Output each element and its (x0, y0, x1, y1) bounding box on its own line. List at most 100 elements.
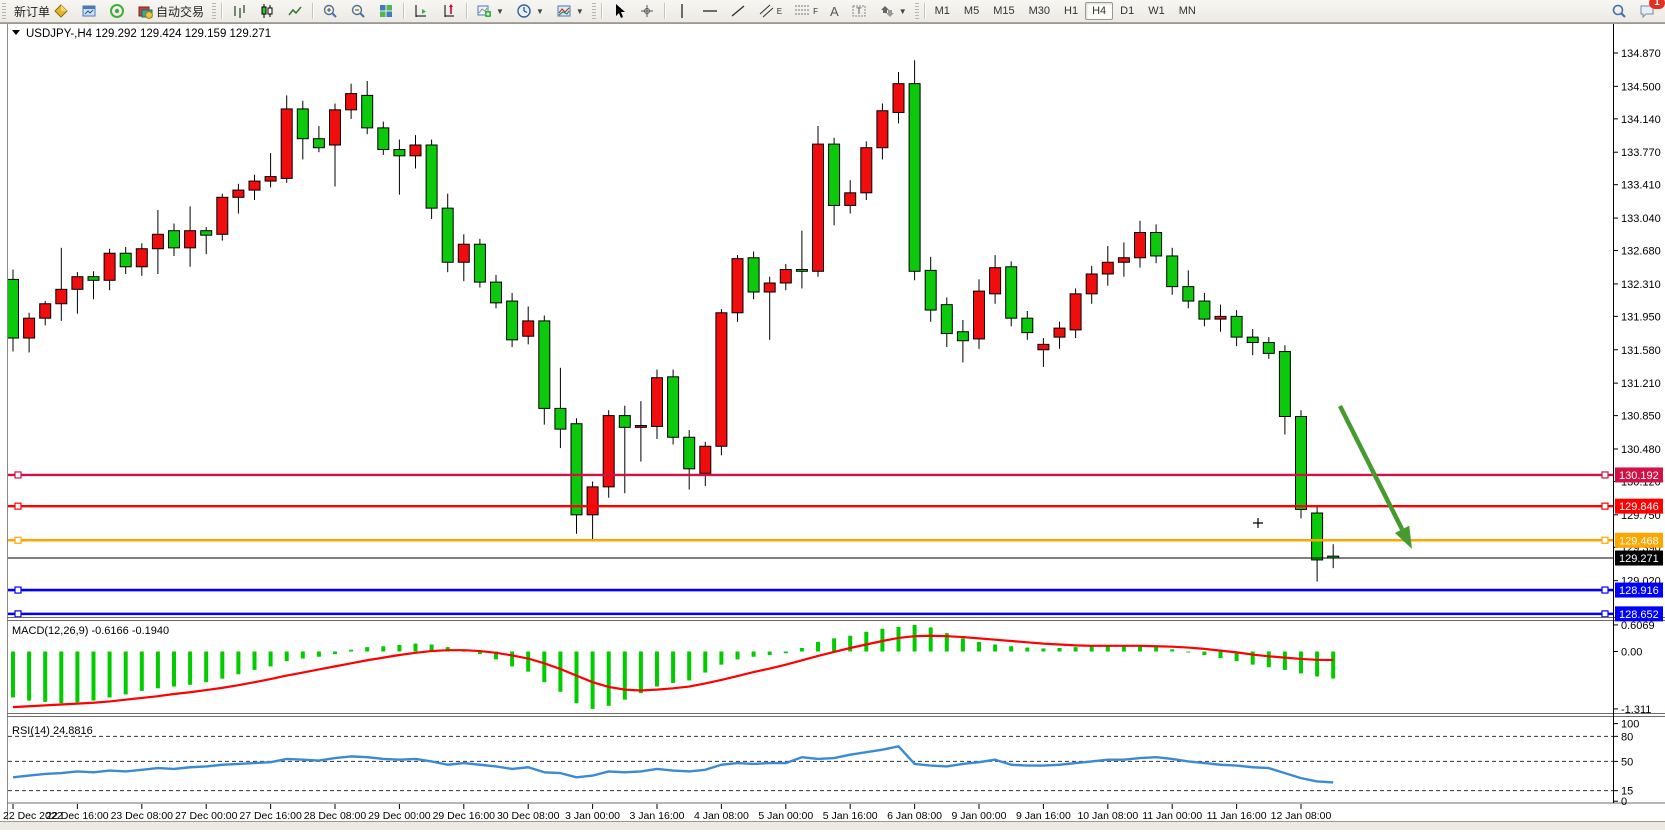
crosshair-tool-button[interactable] (634, 0, 660, 22)
bar-chart-mode-button[interactable] (226, 0, 252, 22)
zoom-in-icon (323, 4, 337, 18)
search-button[interactable] (1606, 0, 1632, 22)
hline-anchor[interactable] (14, 502, 22, 510)
timeframe-button-m15[interactable]: M15 (993, 5, 1015, 17)
macd-histogram-bar (1089, 646, 1094, 652)
macd-histogram-bar (1009, 646, 1014, 652)
line-chart-mode-button[interactable] (282, 0, 308, 22)
macd-histogram-bar (1073, 647, 1078, 652)
hline-anchor[interactable] (14, 586, 22, 594)
hline-anchor[interactable] (1601, 610, 1609, 618)
timeframe-button-m30[interactable]: M30 (1028, 5, 1050, 17)
text-tool-button[interactable]: A (825, 0, 844, 22)
macd-histogram-bar (896, 626, 901, 652)
timeframe-button-d1[interactable]: D1 (1120, 5, 1135, 17)
hline-anchor[interactable] (14, 610, 22, 618)
bull-candle (602, 415, 615, 488)
macd-histogram-bar (413, 643, 418, 652)
hline-anchor[interactable] (1601, 502, 1609, 510)
down-arrow-annotation[interactable] (1337, 404, 1412, 549)
price-axis-label: 131.580 (1621, 345, 1661, 357)
candlestick-mode-button[interactable] (254, 0, 280, 22)
chart-window-button[interactable] (76, 0, 102, 22)
periods-button[interactable]: ▼ (511, 0, 549, 22)
main-toolbar: 新订单 自动交易 ▼ ▼ (0, 0, 1665, 23)
vertical-line-tool-button[interactable] (669, 0, 695, 22)
bull-candle (1069, 293, 1082, 331)
hline-anchor[interactable] (1601, 471, 1609, 479)
tile-windows-button[interactable] (373, 0, 399, 22)
price-axis-label: 130.850 (1621, 411, 1661, 423)
bear-candle (618, 415, 631, 428)
chart-shift-button[interactable] (436, 0, 462, 22)
cursor-tool-button[interactable] (606, 0, 632, 22)
notifications-button[interactable]: 1 (1634, 0, 1665, 22)
price-line-badge-label: 130.192 (1619, 470, 1659, 482)
macd-histogram-bar (107, 651, 112, 698)
horizontal-line-tool-button[interactable] (697, 0, 723, 22)
zoom-in-button[interactable] (317, 0, 343, 22)
trendline-tool-button[interactable] (725, 0, 751, 22)
bull-candle (71, 276, 84, 290)
bull-candle (23, 317, 36, 339)
timeframe-button-mn[interactable]: MN (1178, 5, 1196, 17)
signal-button[interactable] (104, 0, 130, 22)
hline-anchor[interactable] (1601, 536, 1609, 544)
timeframe-button-w1[interactable]: W1 (1148, 5, 1165, 17)
chart-canvas: 134.870 134.500 134.140 133.770 133.410 133.0… (0, 23, 1665, 830)
new-order-button[interactable]: 新订单 (9, 0, 74, 22)
new-order-label: 新订单 (14, 4, 51, 19)
arrows-tool-button[interactable]: ▼ (874, 0, 912, 22)
price-line-badge-label: 129.271 (1619, 553, 1659, 565)
macd-histogram-bar (655, 651, 659, 687)
autoscroll-button[interactable] (408, 0, 434, 22)
bull-candle (184, 230, 197, 249)
templates-button[interactable]: ▼ (551, 0, 589, 22)
hline-anchor[interactable] (14, 536, 22, 544)
bull-candle (1101, 261, 1114, 275)
time-axis-label: 5 Jan 16:00 (823, 810, 878, 822)
symbol-dropdown-icon[interactable] (12, 30, 20, 35)
price-axis-label: 133.770 (1621, 147, 1661, 159)
bull-candle (345, 93, 358, 111)
macd-histogram-bar (1282, 651, 1287, 670)
bull-candle (586, 486, 599, 516)
timeframe-button-m5[interactable]: M5 (963, 5, 980, 17)
bull-candle (699, 445, 712, 474)
auto-trading-button[interactable]: 自动交易 (132, 0, 209, 22)
bear-candle (377, 127, 390, 151)
macd-histogram-bar (59, 651, 64, 704)
macd-histogram-bar (268, 651, 273, 667)
macd-histogram-bar (977, 641, 981, 652)
price-line-badge-label: 128.916 (1619, 585, 1659, 597)
fibonacci-tool-button[interactable]: F (789, 0, 823, 22)
text-label-tool-button[interactable]: T (846, 0, 872, 22)
price-axis-label: 133.040 (1621, 213, 1661, 225)
macd-histogram-bar (365, 647, 370, 652)
macd-histogram-bar (574, 651, 579, 704)
macd-histogram-bar (542, 651, 547, 683)
zoom-out-button[interactable] (345, 0, 371, 22)
macd-histogram-bar (27, 651, 32, 701)
price-axis-label: 134.140 (1621, 114, 1661, 126)
bull-candle (264, 176, 277, 182)
macd-indicator-label: MACD(12,26,9) -0.6166 -0.1940 (12, 625, 169, 637)
hline-anchor[interactable] (1601, 586, 1609, 594)
indicators-button[interactable]: ▼ (471, 0, 509, 22)
bull-candle (892, 83, 905, 114)
timeframe-button-m1[interactable]: M1 (934, 5, 950, 17)
bull-candle (731, 258, 744, 314)
hline-objects (8, 471, 1613, 618)
line-chart-icon (288, 6, 302, 16)
hline-anchor[interactable] (14, 471, 22, 479)
timeframe-button-h1[interactable]: H1 (1064, 5, 1079, 17)
bear-candle (828, 143, 841, 206)
bull-candle (715, 312, 728, 447)
timeframe-button-h4[interactable]: H4 (1085, 2, 1114, 20)
macd-signal-line (12, 634, 1334, 709)
chart-area[interactable]: 134.870 134.500 134.140 133.770 133.410 133.0… (0, 23, 1665, 830)
channel-tool-button[interactable]: E (753, 0, 787, 22)
macd-histogram-bar (735, 651, 740, 660)
toolbar-grip[interactable] (2, 3, 6, 19)
macd-histogram-bar (397, 644, 402, 652)
